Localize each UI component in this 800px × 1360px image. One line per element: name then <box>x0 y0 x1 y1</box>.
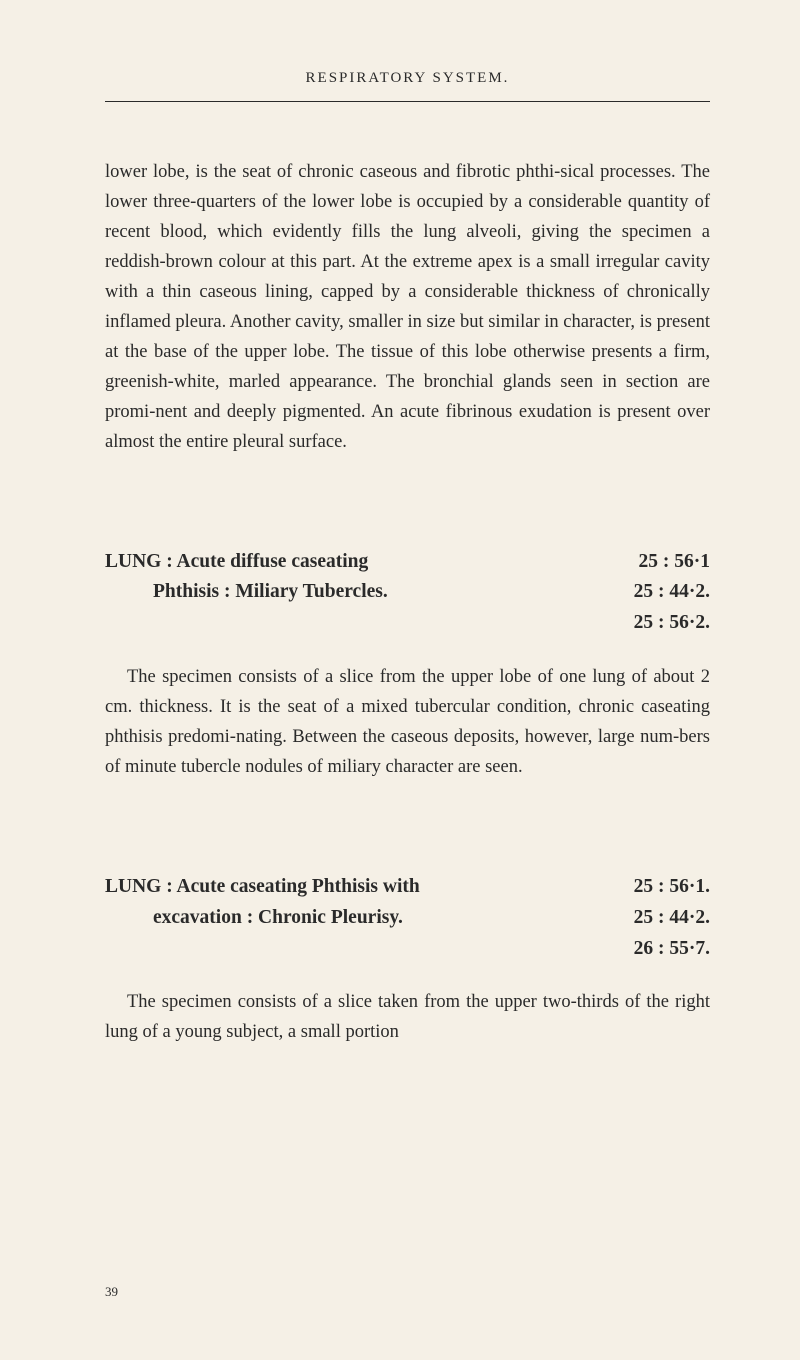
heading-left <box>105 934 614 965</box>
section-2-body: The specimen consists of a slice taken f… <box>105 988 710 1048</box>
header-rule <box>105 101 710 102</box>
section-2-heading-line-3: 26 : 55·7. <box>105 934 710 965</box>
section-1-body: The specimen consists of a slice from th… <box>105 663 710 783</box>
heading-left: LUNG : Acute caseating Phthisis with <box>105 872 614 903</box>
section-divider <box>105 827 710 828</box>
heading-left: Phthisis : Miliary Tubercles. <box>105 577 614 608</box>
heading-right: 25 : 56·1. <box>614 872 710 903</box>
section-2-heading-line-1: LUNG : Acute caseating Phthisis with 25 … <box>105 872 710 903</box>
heading-right: 25 : 44·2. <box>614 903 710 934</box>
page-number: 39 <box>105 1284 118 1300</box>
heading-right: 25 : 44·2. <box>614 577 710 608</box>
section-1-heading-line-2: Phthisis : Miliary Tubercles. 25 : 44·2. <box>105 577 710 608</box>
heading-right: 25 : 56·1 <box>619 547 711 578</box>
section-divider <box>105 502 710 503</box>
page-header: RESPIRATORY SYSTEM. <box>105 70 710 102</box>
section-1-heading-line-1: LUNG : Acute diffuse caseating 25 : 56·1 <box>105 547 710 578</box>
section-2-heading-line-2: excavation : Chronic Pleurisy. 25 : 44·2… <box>105 903 710 934</box>
continuation-paragraph: lower lobe, is the seat of chronic caseo… <box>105 158 710 458</box>
running-header: RESPIRATORY SYSTEM. <box>105 70 710 87</box>
heading-left <box>105 608 614 639</box>
section-1-heading-line-3: 25 : 56·2. <box>105 608 710 639</box>
section-1: LUNG : Acute diffuse caseating 25 : 56·1… <box>105 547 710 783</box>
section-2: LUNG : Acute caseating Phthisis with 25 … <box>105 872 710 1048</box>
heading-right: 26 : 55·7. <box>614 934 710 965</box>
heading-left: LUNG : Acute diffuse caseating <box>105 547 619 578</box>
heading-left: excavation : Chronic Pleurisy. <box>105 903 614 934</box>
heading-right: 25 : 56·2. <box>614 608 710 639</box>
